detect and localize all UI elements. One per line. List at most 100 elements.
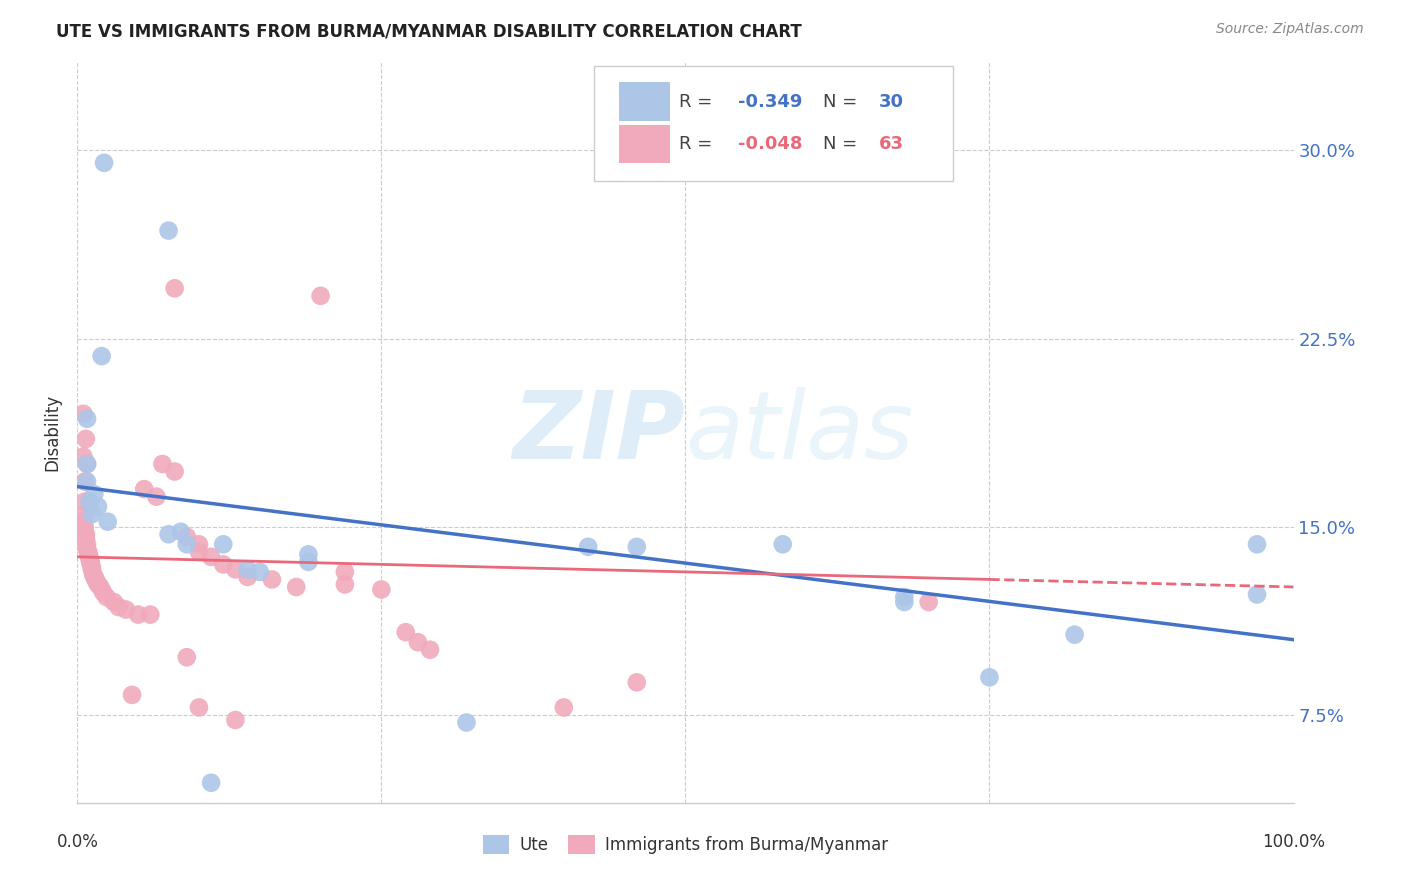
Point: [188, 545, 211, 559]
Point: [75, 527, 97, 541]
Point: [249, 565, 271, 579]
Point: [260, 573, 283, 587]
Point: [626, 540, 648, 554]
Text: 63: 63: [879, 135, 904, 153]
Text: R =: R =: [679, 93, 718, 111]
Point: [236, 570, 259, 584]
Point: [212, 558, 235, 572]
Point: [80, 558, 103, 572]
Point: [83, 570, 105, 584]
Point: [553, 700, 575, 714]
Point: [90, 349, 112, 363]
Point: [157, 224, 180, 238]
Point: [73, 494, 96, 508]
Point: [297, 555, 319, 569]
Text: N =: N =: [823, 135, 863, 153]
Y-axis label: Disability: Disability: [44, 394, 62, 471]
Point: [176, 530, 198, 544]
Point: [76, 475, 98, 489]
Point: [188, 537, 211, 551]
Point: [80, 560, 103, 574]
FancyBboxPatch shape: [619, 125, 669, 163]
Point: [83, 487, 105, 501]
Point: [772, 537, 794, 551]
Point: [200, 775, 222, 789]
Point: [73, 507, 96, 521]
Point: [84, 573, 107, 587]
Point: [77, 545, 100, 559]
Text: -0.349: -0.349: [738, 93, 801, 111]
Point: [395, 625, 418, 640]
Point: [224, 713, 246, 727]
Point: [91, 585, 114, 599]
Point: [188, 700, 211, 714]
FancyBboxPatch shape: [619, 82, 669, 121]
Point: [75, 540, 97, 554]
Text: 100.0%: 100.0%: [1263, 833, 1324, 851]
Point: [80, 555, 103, 569]
Point: [333, 565, 356, 579]
Text: -0.048: -0.048: [738, 135, 803, 153]
Point: [80, 507, 103, 521]
Point: [73, 475, 96, 489]
Point: [1063, 627, 1085, 641]
Point: [82, 567, 104, 582]
Point: [406, 635, 429, 649]
Point: [103, 595, 125, 609]
Point: [89, 580, 111, 594]
Point: [170, 524, 193, 539]
Point: [79, 549, 101, 564]
Point: [75, 533, 97, 547]
Point: [121, 688, 143, 702]
Text: UTE VS IMMIGRANTS FROM BURMA/MYANMAR DISABILITY CORRELATION CHART: UTE VS IMMIGRANTS FROM BURMA/MYANMAR DIS…: [56, 22, 801, 40]
Point: [134, 482, 156, 496]
Point: [127, 607, 149, 622]
Point: [333, 577, 356, 591]
Text: 0.0%: 0.0%: [56, 833, 98, 851]
Point: [72, 515, 94, 529]
Point: [979, 670, 1001, 684]
Point: [157, 527, 180, 541]
Point: [139, 607, 162, 622]
Point: [163, 281, 186, 295]
Point: [72, 407, 94, 421]
Point: [576, 540, 599, 554]
Point: [115, 602, 138, 616]
Point: [152, 457, 174, 471]
Point: [87, 500, 110, 514]
Point: [1246, 537, 1268, 551]
Point: [145, 490, 167, 504]
FancyBboxPatch shape: [595, 66, 953, 181]
Text: N =: N =: [823, 93, 863, 111]
Point: [163, 465, 186, 479]
Point: [96, 590, 118, 604]
Text: 30: 30: [879, 93, 904, 111]
Point: [76, 537, 98, 551]
Text: R =: R =: [679, 135, 718, 153]
Point: [76, 457, 98, 471]
Point: [76, 412, 98, 426]
Point: [76, 457, 98, 471]
Point: [212, 537, 235, 551]
Point: [97, 515, 120, 529]
Point: [285, 580, 308, 594]
Point: [87, 577, 110, 591]
Point: [176, 537, 198, 551]
Point: [236, 562, 259, 576]
Legend: Ute, Immigrants from Burma/Myanmar: Ute, Immigrants from Burma/Myanmar: [477, 829, 894, 861]
Point: [309, 289, 332, 303]
Point: [224, 562, 246, 576]
Text: ZIP: ZIP: [513, 386, 686, 479]
Point: [626, 675, 648, 690]
Point: [456, 715, 478, 730]
Point: [370, 582, 392, 597]
Point: [419, 642, 441, 657]
Point: [73, 524, 96, 539]
Point: [893, 595, 915, 609]
Point: [1246, 587, 1268, 601]
Point: [79, 494, 101, 508]
Point: [107, 600, 129, 615]
Point: [80, 562, 103, 576]
Point: [93, 156, 115, 170]
Point: [297, 547, 319, 561]
